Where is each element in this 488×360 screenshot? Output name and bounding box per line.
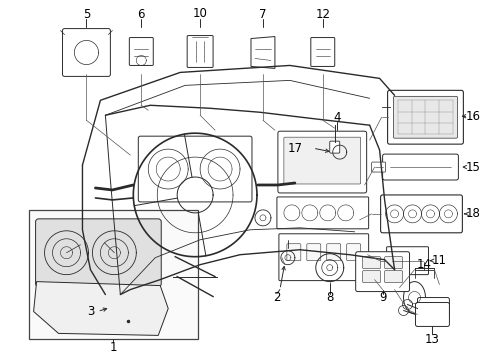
Ellipse shape [403,282,425,314]
FancyBboxPatch shape [276,197,368,229]
FancyBboxPatch shape [380,195,462,233]
Text: 14: 14 [416,258,431,271]
Text: 4: 4 [332,111,340,124]
Text: 7: 7 [259,8,266,21]
FancyBboxPatch shape [277,131,366,193]
FancyBboxPatch shape [384,271,402,283]
Polygon shape [250,37,274,68]
FancyBboxPatch shape [355,252,408,292]
Polygon shape [34,282,168,336]
Text: 2: 2 [273,291,280,304]
Text: 5: 5 [82,8,90,21]
FancyBboxPatch shape [387,90,463,144]
FancyBboxPatch shape [371,162,385,172]
Text: 1: 1 [109,341,117,354]
FancyBboxPatch shape [384,257,402,269]
FancyBboxPatch shape [326,244,340,261]
FancyBboxPatch shape [382,154,457,180]
FancyBboxPatch shape [415,302,448,327]
FancyBboxPatch shape [138,136,251,202]
FancyBboxPatch shape [129,37,153,66]
Text: 11: 11 [431,254,446,267]
Text: 6: 6 [137,8,145,21]
FancyBboxPatch shape [310,37,334,67]
FancyBboxPatch shape [278,234,368,280]
Text: 9: 9 [378,291,386,304]
FancyBboxPatch shape [386,247,427,275]
Bar [29,210,198,339]
FancyBboxPatch shape [284,137,360,184]
FancyBboxPatch shape [62,28,110,76]
FancyBboxPatch shape [187,36,213,67]
Text: 18: 18 [465,207,480,220]
Text: 3: 3 [86,305,94,318]
FancyBboxPatch shape [306,244,320,261]
FancyBboxPatch shape [393,96,456,138]
Text: 15: 15 [465,161,480,174]
Ellipse shape [426,298,442,320]
Text: 10: 10 [192,7,207,20]
FancyBboxPatch shape [417,298,448,319]
FancyBboxPatch shape [362,271,380,283]
Text: 16: 16 [465,110,480,123]
FancyBboxPatch shape [346,244,360,261]
Text: 12: 12 [315,8,329,21]
FancyBboxPatch shape [286,244,300,261]
Text: 13: 13 [424,333,439,346]
FancyBboxPatch shape [362,257,380,269]
FancyBboxPatch shape [36,219,161,287]
FancyBboxPatch shape [329,141,339,153]
Text: 8: 8 [325,291,333,304]
Text: 17: 17 [287,141,302,155]
